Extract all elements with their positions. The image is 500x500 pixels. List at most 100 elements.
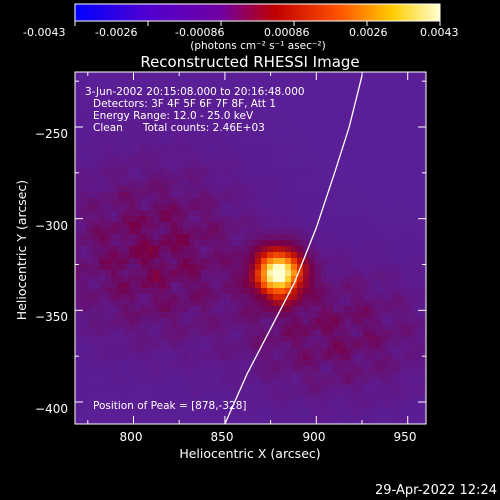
heatmap-cell [393,294,400,301]
heatmap-cell [255,156,262,163]
heatmap-cell [111,162,118,169]
heatmap-cell [267,198,274,205]
heatmap-cell [423,282,426,289]
heatmap-cell [381,240,388,247]
heatmap-cell [105,138,112,145]
heatmap-cell [345,72,352,79]
heatmap-cell [99,258,106,265]
heatmap-cell [369,390,376,397]
heatmap-cell [345,384,352,391]
heatmap-cell [129,414,136,421]
heatmap-cell [339,288,346,295]
heatmap-cell [273,336,280,343]
heatmap-cell [369,216,376,223]
heatmap-cell [105,294,112,301]
heatmap-cell [333,354,340,361]
heatmap-cell [129,252,136,259]
heatmap-cell [267,168,274,175]
heatmap-cell [189,216,196,223]
heatmap-cell [165,204,172,211]
heatmap-cell [279,180,286,187]
heatmap-cell [153,138,160,145]
heatmap-cell [219,246,226,253]
heatmap-cell [363,360,370,367]
heatmap-cell [159,168,166,175]
heatmap-cell [279,336,286,343]
heatmap-cell [339,366,346,373]
heatmap-cell [345,420,352,424]
heatmap-cell [321,246,328,253]
heatmap-cell [417,144,424,151]
heatmap-cell [417,390,424,397]
heatmap-cell [333,204,340,211]
heatmap-cell [75,372,82,379]
heatmap-cell [135,96,142,103]
heatmap-cell [357,150,364,157]
heatmap-cell [237,390,244,397]
heatmap-cell [333,84,340,91]
y-tick-label: −300 [35,219,68,233]
heatmap-cell [375,246,382,253]
heatmap-cell [327,414,334,421]
heatmap-cell [267,102,274,109]
heatmap-cell [381,174,388,181]
heatmap-cell [237,180,244,187]
heatmap-cell [171,324,178,331]
heatmap-cell [207,96,214,103]
heatmap-cell [111,96,118,103]
heatmap-cell [285,240,292,247]
heatmap-cell [309,258,316,265]
heatmap-cell [297,384,304,391]
heatmap-cell [159,222,166,229]
heatmap-cell [387,246,394,253]
heatmap-cell [147,78,154,85]
heatmap-cell [201,306,208,313]
heatmap-cell [327,288,334,295]
heatmap-cell [87,300,94,307]
heatmap-cell [237,222,244,229]
heatmap-cell [195,252,202,259]
heatmap-cell [165,138,172,145]
heatmap-cell [303,240,310,247]
heatmap-cell [231,216,238,223]
heatmap-cell [237,174,244,181]
heatmap-cell [171,396,178,403]
heatmap-cell [303,264,310,271]
heatmap-cell [171,246,178,253]
heatmap-cell [405,216,412,223]
heatmap-cell [339,72,346,79]
heatmap-cell [117,330,124,337]
heatmap-cell [243,414,250,421]
heatmap-cell [279,312,286,319]
heatmap-cell [423,174,426,181]
heatmap-cell [333,300,340,307]
heatmap-cell [285,72,292,79]
heatmap-cell [183,186,190,193]
heatmap-cell [279,408,286,415]
heatmap-cell [117,246,124,253]
heatmap-cell [255,222,262,229]
heatmap-cell [99,180,106,187]
heatmap-cell [243,282,250,289]
heatmap-cell [123,282,130,289]
heatmap-cell [411,108,418,115]
heatmap-cell [201,318,208,325]
heatmap-cell [309,282,316,289]
heatmap-cell [399,108,406,115]
chart-title: Reconstructed RHESSI Image [140,53,359,71]
heatmap-cell [81,246,88,253]
heatmap-cell [159,402,166,409]
heatmap-cell [93,168,100,175]
heatmap-cell [381,204,388,211]
heatmap-cell [243,186,250,193]
heatmap-cell [363,336,370,343]
heatmap-cell [405,384,412,391]
heatmap-cell [417,306,424,313]
heatmap-cell [213,252,220,259]
heatmap-cell [393,216,400,223]
heatmap-cell [405,150,412,157]
heatmap-cell [207,102,214,109]
heatmap-cell [327,378,334,385]
heatmap-cell [207,324,214,331]
heatmap-cell [171,168,178,175]
